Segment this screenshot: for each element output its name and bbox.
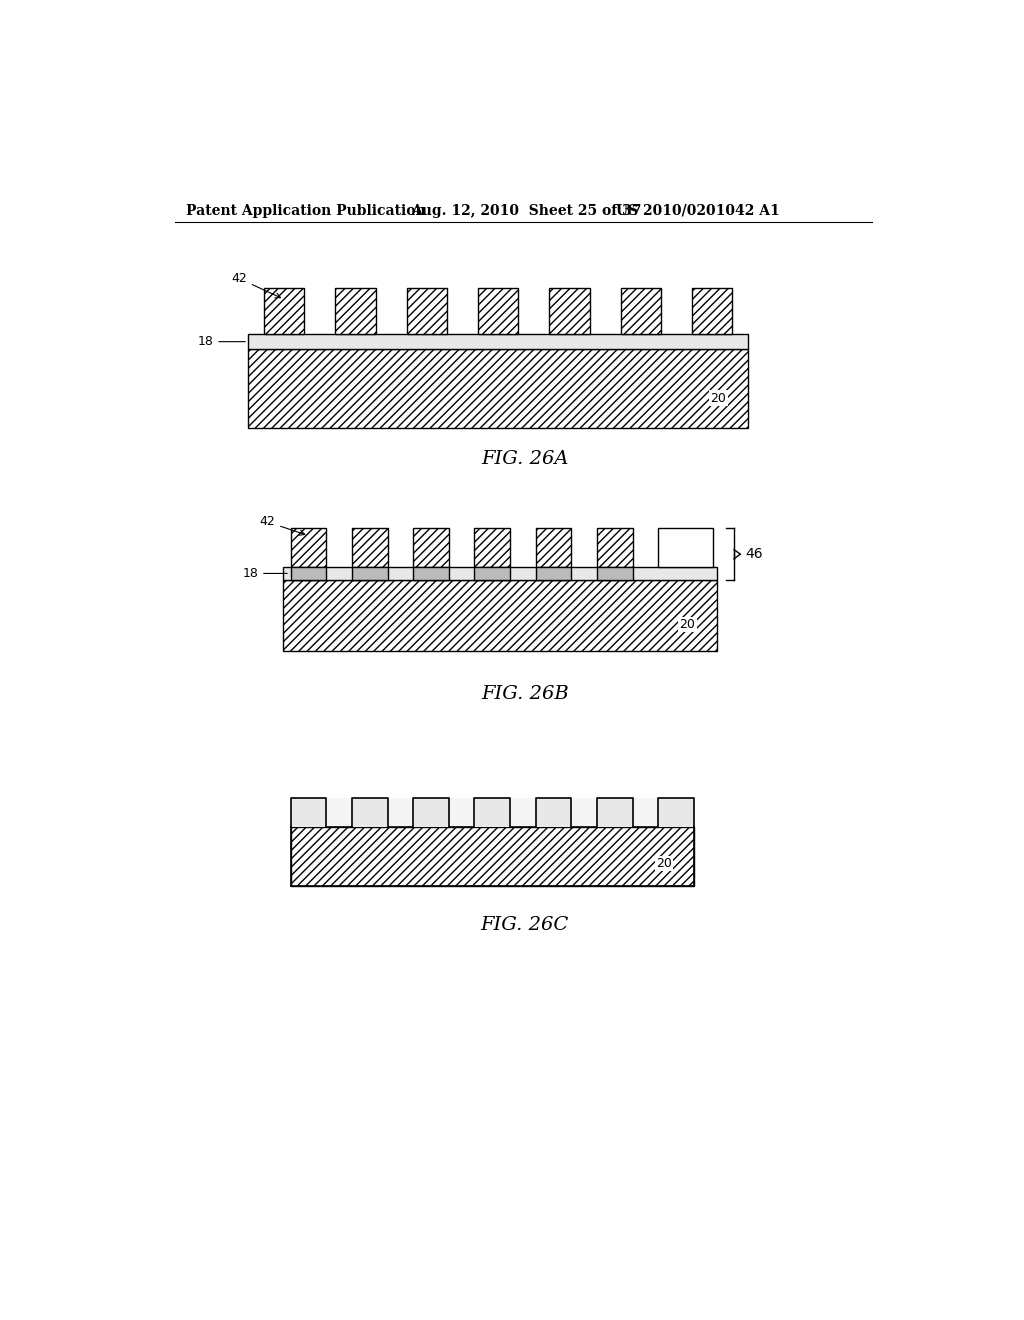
Bar bbox=[327, 797, 352, 826]
Bar bbox=[597, 566, 633, 581]
Bar bbox=[414, 528, 449, 566]
Bar bbox=[414, 566, 449, 581]
Bar bbox=[658, 528, 713, 566]
Bar bbox=[248, 334, 748, 350]
Bar bbox=[633, 797, 658, 826]
Bar bbox=[536, 566, 571, 581]
Bar bbox=[352, 566, 388, 581]
Text: 42: 42 bbox=[259, 515, 305, 535]
Bar bbox=[352, 528, 388, 566]
Bar bbox=[291, 826, 693, 886]
Text: 46: 46 bbox=[744, 548, 763, 561]
Text: 18: 18 bbox=[243, 566, 287, 579]
Bar bbox=[414, 797, 449, 826]
Text: 18: 18 bbox=[198, 335, 246, 348]
Bar bbox=[388, 797, 414, 826]
Bar bbox=[264, 288, 304, 334]
Text: FIG. 26A: FIG. 26A bbox=[481, 450, 568, 467]
Text: FIG. 26C: FIG. 26C bbox=[480, 916, 569, 933]
Bar bbox=[571, 797, 597, 826]
Bar bbox=[536, 528, 571, 566]
Bar bbox=[474, 566, 510, 581]
Bar bbox=[536, 797, 571, 826]
Bar bbox=[291, 797, 327, 826]
Bar bbox=[335, 288, 376, 334]
Bar bbox=[658, 797, 693, 826]
Text: Aug. 12, 2010  Sheet 25 of 37: Aug. 12, 2010 Sheet 25 of 37 bbox=[411, 203, 641, 218]
Bar bbox=[597, 528, 633, 566]
Bar bbox=[291, 528, 327, 566]
Bar bbox=[549, 288, 590, 334]
Bar bbox=[597, 797, 633, 826]
Bar bbox=[352, 797, 388, 826]
Text: Patent Application Publication: Patent Application Publication bbox=[186, 203, 426, 218]
Text: FIG. 26B: FIG. 26B bbox=[481, 685, 568, 702]
Bar bbox=[692, 288, 732, 334]
Bar bbox=[478, 288, 518, 334]
Text: 20: 20 bbox=[680, 618, 695, 631]
Bar bbox=[291, 566, 327, 581]
Bar bbox=[510, 797, 536, 826]
Bar bbox=[621, 288, 660, 334]
Bar bbox=[474, 528, 510, 566]
Text: US 2010/0201042 A1: US 2010/0201042 A1 bbox=[616, 203, 780, 218]
Text: 20: 20 bbox=[656, 857, 672, 870]
Text: 42: 42 bbox=[231, 272, 281, 298]
Bar bbox=[474, 797, 510, 826]
Bar bbox=[283, 581, 717, 651]
Bar bbox=[283, 566, 717, 581]
Bar bbox=[407, 288, 446, 334]
Bar bbox=[449, 797, 474, 826]
Text: 20: 20 bbox=[711, 392, 726, 404]
Bar bbox=[248, 350, 748, 428]
